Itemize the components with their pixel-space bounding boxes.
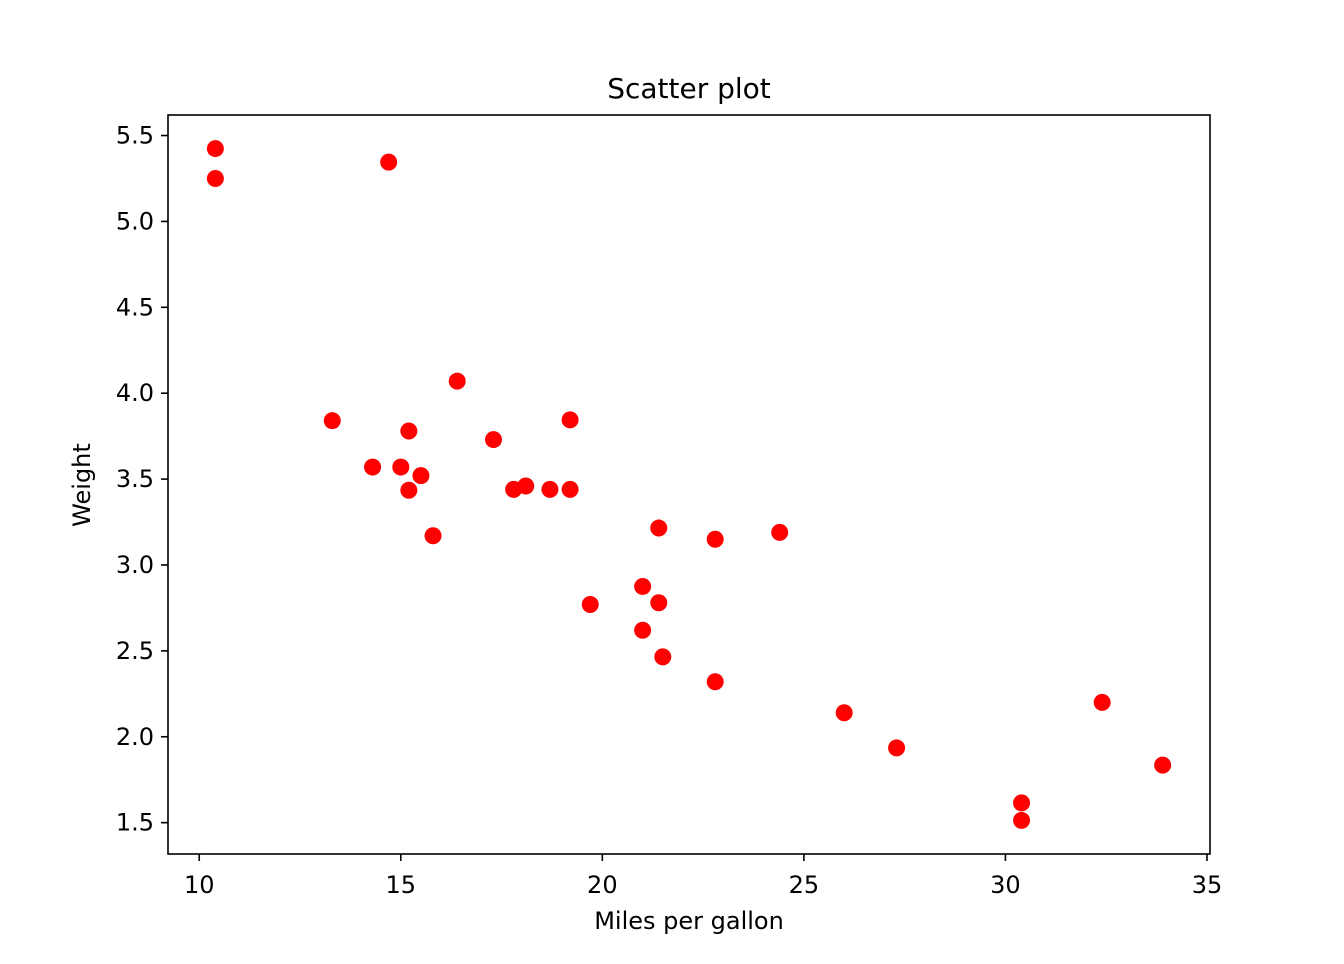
point [650, 594, 668, 612]
point [1154, 756, 1172, 774]
x-tick-label: 10 [184, 871, 215, 899]
point [650, 519, 668, 537]
y-tick-label: 3.0 [116, 551, 154, 579]
chart-title: Scatter plot [607, 72, 771, 105]
point [206, 169, 224, 187]
y-axis-label: Weight [68, 443, 96, 527]
point [581, 595, 599, 613]
y-tick-label: 5.5 [116, 122, 154, 150]
x-axis-label: Miles per gallon [594, 907, 784, 935]
point [1093, 693, 1111, 711]
plot-frame [167, 114, 1211, 855]
point [484, 431, 502, 449]
point [400, 422, 418, 440]
x-tick-label: 30 [990, 871, 1021, 899]
x-tick-label: 35 [1192, 871, 1223, 899]
y-tick-label: 5.0 [116, 207, 154, 235]
x-tick-label: 20 [587, 871, 618, 899]
point [888, 739, 906, 757]
point [771, 523, 789, 541]
point [364, 458, 382, 476]
y-tick-label: 2.0 [116, 723, 154, 751]
point [561, 411, 579, 429]
point [1013, 811, 1031, 829]
point [1013, 794, 1031, 812]
point [634, 621, 652, 639]
y-tick-label: 3.5 [116, 465, 154, 493]
point [323, 412, 341, 430]
y-tick-label: 4.0 [116, 379, 154, 407]
point [706, 530, 724, 548]
point [505, 480, 523, 498]
point [448, 372, 466, 390]
point [634, 577, 652, 595]
point [706, 673, 724, 691]
point [412, 467, 430, 485]
point [392, 458, 410, 476]
x-tick-label: 15 [386, 871, 417, 899]
y-tick-label: 4.5 [116, 293, 154, 321]
y-tick-label: 1.5 [116, 809, 154, 837]
point [380, 153, 398, 171]
point [835, 704, 853, 722]
point [541, 480, 559, 498]
point [654, 648, 672, 666]
y-tick-label: 2.5 [116, 637, 154, 665]
x-tick-label: 25 [789, 871, 820, 899]
point [424, 527, 442, 545]
point [561, 480, 579, 498]
point [206, 140, 224, 158]
point [400, 481, 418, 499]
